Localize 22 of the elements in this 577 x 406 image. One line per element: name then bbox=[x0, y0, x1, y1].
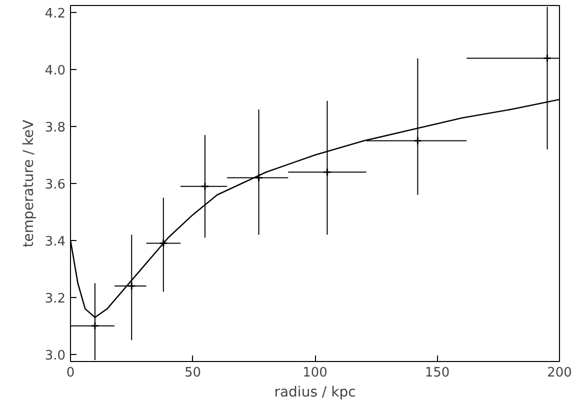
point bbox=[254, 174, 264, 182]
x-tick-label: 0 bbox=[66, 366, 75, 380]
point bbox=[159, 239, 168, 248]
point bbox=[127, 282, 136, 290]
point bbox=[322, 168, 332, 176]
y-tick-label: 3.6 bbox=[44, 178, 66, 192]
x-axis-title: radius / kpc bbox=[274, 384, 356, 400]
y-tick-label: 4.0 bbox=[44, 64, 66, 79]
point bbox=[543, 54, 552, 62]
x-tick-label: 200 bbox=[547, 366, 572, 380]
point bbox=[413, 136, 422, 146]
y-tick-label: 3.2 bbox=[44, 291, 66, 306]
y-tick-label: 3.8 bbox=[44, 120, 66, 136]
point bbox=[90, 322, 100, 330]
y-tick-label: 3.4 bbox=[44, 234, 66, 250]
x-tick-label: 150 bbox=[424, 366, 450, 380]
y-tick-label: 3.0 bbox=[44, 348, 66, 364]
y-axis-title: temperature / keV bbox=[20, 119, 37, 248]
y-tick-label: 4.2 bbox=[44, 6, 66, 22]
x-tick-label: 100 bbox=[302, 366, 328, 380]
point bbox=[200, 182, 210, 191]
x-tick-label: 50 bbox=[184, 366, 202, 380]
